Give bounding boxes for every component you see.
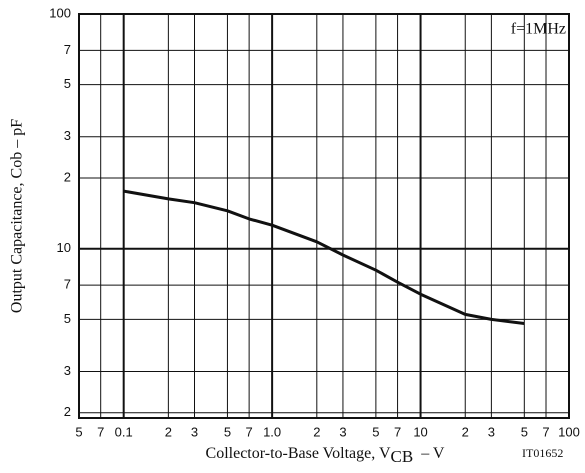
y-axis-label: Output Capacitance, Cob – pF (9, 119, 26, 313)
y-tick-label: 5 (64, 311, 71, 326)
y-tick-label: 10 (57, 240, 71, 255)
y-tick-label: 3 (64, 128, 71, 143)
y-tick-label: 5 (64, 76, 71, 91)
x-tick-label: 3 (191, 424, 198, 439)
x-tick-label: 5 (75, 424, 82, 439)
y-tick-label: 3 (64, 363, 71, 378)
annotation: f=1MHz (511, 21, 566, 38)
x-tick-label: 7 (542, 424, 549, 439)
x-tick-label: 1.0 (263, 424, 281, 439)
x-tick-label: 2 (165, 424, 172, 439)
y-tick-label: 7 (64, 42, 71, 57)
x-tick-label: 2 (313, 424, 320, 439)
y-tick-label: 7 (64, 277, 71, 292)
x-tick-label: 7 (246, 424, 253, 439)
x-tick-label: 0.1 (115, 424, 133, 439)
x-tick-label: 3 (339, 424, 346, 439)
x-tick-label: 5 (521, 424, 528, 439)
x-label-subscript: CB (391, 447, 414, 466)
x-label-text: Collector-to-Base Voltage, V (206, 445, 391, 462)
x-label-unit: – V (420, 445, 445, 462)
plot-border (78, 13, 570, 419)
x-tick-label: 100 (558, 424, 580, 439)
figure-code: IT01652 (522, 446, 563, 460)
x-tick-label: 5 (224, 424, 231, 439)
x-tick-label: 10 (413, 424, 427, 439)
x-tick-label: 3 (488, 424, 495, 439)
x-axis-label: Collector-to-Base Voltage, VCB – V (206, 445, 445, 466)
y-tick-label: 2 (64, 169, 71, 184)
x-tick-label: 7 (97, 424, 104, 439)
y-tick-label: 2 (64, 404, 71, 419)
curve (123, 189, 525, 325)
x-tick-label: 7 (394, 424, 401, 439)
x-tick-label: 5 (372, 424, 379, 439)
y-tick-label: 100 (49, 5, 71, 20)
x-tick-label: 2 (462, 424, 469, 439)
